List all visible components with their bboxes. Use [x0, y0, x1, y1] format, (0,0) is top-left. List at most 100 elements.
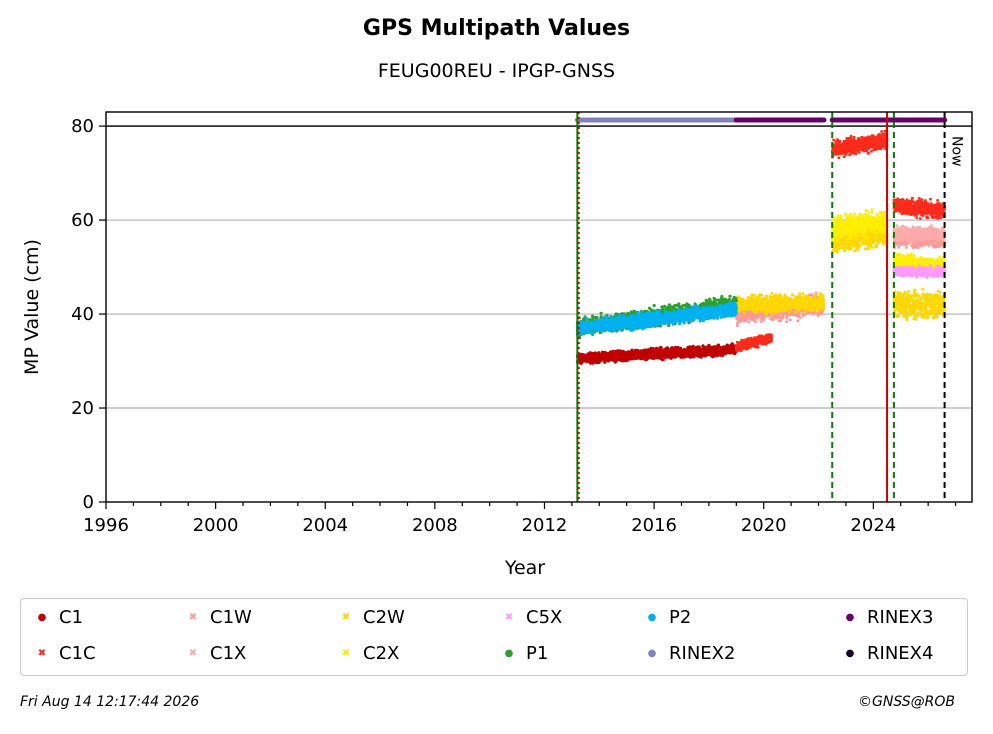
- data-point: [940, 242, 943, 246]
- data-point: [857, 146, 861, 150]
- data-point: [936, 199, 939, 202]
- data-point: [865, 149, 868, 152]
- data-point: [884, 141, 887, 145]
- data-point: [710, 348, 715, 352]
- data-point: [793, 311, 797, 314]
- data-point: [913, 201, 917, 205]
- data-point: [590, 351, 594, 356]
- data-point: [690, 350, 694, 354]
- data-point: [869, 139, 872, 142]
- data-point: [733, 351, 737, 356]
- data-point: [802, 310, 806, 314]
- data-point: [868, 145, 871, 148]
- data-point: [839, 146, 842, 150]
- data-point: [591, 361, 595, 365]
- data-point: [691, 344, 695, 348]
- data-point: [904, 208, 907, 211]
- data-point: [939, 216, 942, 219]
- data-point: [900, 212, 904, 215]
- data-point: [928, 206, 932, 210]
- data-point: [736, 344, 740, 347]
- data-point: [878, 140, 881, 143]
- data-point: [920, 198, 923, 201]
- data-point: [753, 314, 757, 318]
- data-point: [681, 354, 685, 358]
- data-point: [921, 228, 924, 231]
- data-point: [924, 199, 927, 203]
- data-point: [849, 134, 853, 138]
- data-point: [580, 357, 584, 361]
- data-point: [597, 352, 601, 356]
- data-point: [607, 354, 611, 358]
- data-point: [707, 347, 711, 351]
- data-point: [849, 145, 853, 148]
- data-point: [743, 346, 747, 349]
- data-point: [854, 152, 858, 156]
- data-point: [898, 204, 902, 208]
- data-point: [902, 242, 906, 245]
- data-point: [611, 353, 616, 357]
- data-point: [630, 357, 634, 361]
- data-point: [801, 314, 805, 318]
- data-point: [911, 246, 915, 250]
- data-point: [874, 136, 878, 140]
- data-point: [673, 351, 677, 355]
- data-point: [920, 213, 923, 217]
- data-point: [768, 338, 771, 342]
- data-point: [902, 208, 906, 211]
- data-point: [919, 210, 923, 214]
- data-point: [931, 232, 935, 236]
- data-point: [646, 352, 651, 356]
- data-point: [939, 204, 943, 207]
- data-point: [863, 137, 867, 141]
- data-point: [685, 351, 689, 355]
- data-point: [917, 211, 920, 215]
- data-point: [870, 145, 873, 149]
- data-point: [867, 141, 871, 145]
- data-point: [921, 210, 924, 214]
- data-point: [855, 139, 858, 143]
- data-point: [918, 199, 922, 203]
- data-point: [632, 352, 637, 356]
- data-point: [941, 213, 944, 217]
- data-point: [895, 224, 899, 227]
- data-point: [852, 137, 856, 141]
- data-point: [848, 153, 851, 157]
- data-point: [789, 318, 792, 322]
- data-point: [748, 343, 752, 346]
- data-point: [834, 144, 837, 147]
- data-point: [919, 203, 922, 207]
- data-point: [780, 316, 783, 319]
- data-point: [853, 149, 857, 152]
- data-point: [614, 358, 619, 362]
- data-point: [742, 339, 745, 343]
- data-point: [880, 136, 884, 140]
- data-point: [853, 139, 857, 143]
- data-point: [791, 293, 794, 296]
- data-point: [920, 200, 924, 204]
- data-point: [940, 208, 944, 211]
- data-point: [844, 145, 847, 149]
- data-point: [738, 345, 742, 348]
- data-point: [884, 132, 887, 136]
- data-point: [903, 212, 907, 215]
- data-point: [832, 138, 835, 142]
- data-point: [858, 148, 861, 151]
- data-point: [857, 141, 861, 144]
- data-point: [876, 140, 880, 144]
- data-point: [645, 355, 649, 359]
- data-point: [942, 238, 945, 241]
- data-point: [895, 202, 898, 206]
- data-point: [795, 314, 798, 317]
- data-point: [841, 151, 845, 154]
- data-point: [880, 130, 883, 133]
- data-point: [852, 151, 856, 155]
- data-point: [785, 315, 788, 318]
- data-point: [883, 130, 887, 133]
- data-point: [646, 349, 650, 353]
- data-point: [908, 208, 911, 212]
- data-point: [940, 210, 944, 214]
- data-point: [884, 147, 887, 150]
- data-point: [916, 201, 919, 205]
- data-point: [657, 350, 661, 355]
